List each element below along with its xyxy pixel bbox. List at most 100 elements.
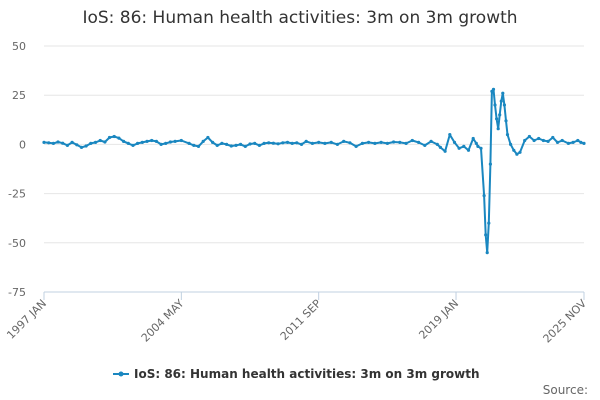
data-point: [576, 138, 580, 143]
data-point: [435, 142, 439, 146]
data-point: [474, 141, 478, 145]
data-point: [360, 141, 364, 145]
data-point: [505, 133, 510, 137]
y-tick-label: -50: [8, 237, 26, 250]
data-point: [262, 141, 266, 145]
data-point: [281, 141, 285, 145]
data-point: [79, 145, 84, 149]
data-point: [476, 144, 480, 148]
data-point: [484, 233, 488, 237]
legend[interactable]: IoS: 86: Human health activities: 3m on …: [113, 367, 480, 381]
data-point: [131, 143, 135, 147]
data-point: [398, 140, 402, 144]
data-point: [479, 146, 483, 150]
data-point: [192, 143, 196, 147]
data-point: [457, 146, 461, 150]
data-point: [498, 113, 502, 117]
y-axis-tick-labels: 50 25 0 -25 -50 -75: [8, 40, 26, 299]
data-point: [448, 133, 452, 137]
data-point: [271, 141, 275, 145]
data-point: [145, 139, 149, 143]
data-point: [243, 144, 247, 148]
data-point: [112, 134, 116, 139]
data-point: [496, 127, 500, 131]
data-point: [493, 103, 497, 107]
data-point: [555, 140, 560, 144]
data-point: [335, 142, 339, 146]
data-point: [42, 140, 46, 144]
data-point: [495, 117, 499, 121]
data-point: [276, 142, 280, 146]
x-tick-label: 2011 SEP: [278, 297, 324, 343]
data-point: [201, 139, 205, 143]
data-point: [159, 142, 163, 146]
data-point: [485, 251, 489, 255]
data-point: [140, 140, 144, 144]
data-point: [429, 139, 433, 143]
data-point: [342, 139, 346, 143]
data-point: [103, 140, 107, 144]
data-point: [239, 142, 243, 146]
data-point: [56, 140, 60, 144]
data-point: [488, 162, 492, 166]
data-point: [541, 138, 546, 143]
data-point: [515, 152, 519, 156]
data-point: [93, 140, 98, 144]
series-line: [43, 88, 585, 254]
data-point: [482, 194, 486, 198]
data-point: [491, 87, 496, 91]
data-point: [579, 140, 583, 144]
legend-dot-marker: [118, 371, 124, 377]
data-point: [173, 139, 177, 143]
data-point: [234, 143, 238, 147]
data-point: [206, 135, 210, 140]
data-point: [509, 142, 513, 146]
data-point: [518, 150, 522, 154]
data-point: [136, 141, 140, 145]
data-point: [499, 99, 503, 103]
data-point: [117, 136, 121, 140]
data-point: [51, 141, 56, 145]
data-point: [164, 141, 168, 145]
data-point: [84, 144, 88, 148]
data-point: [89, 141, 93, 145]
data-point: [417, 140, 421, 144]
data-point: [471, 136, 475, 141]
chart-title: IoS: 86: Human health activities: 3m on …: [82, 8, 518, 28]
y-tick-label: 25: [12, 89, 26, 102]
data-point: [392, 140, 396, 144]
data-point: [225, 142, 229, 146]
data-point: [107, 135, 112, 140]
data-point: [168, 140, 172, 144]
data-point: [438, 145, 442, 149]
x-tick-label: 1997 JAN: [4, 297, 49, 342]
data-point: [582, 141, 586, 145]
data-point: [466, 148, 471, 152]
data-point: [70, 140, 74, 144]
gridlines: [44, 45, 584, 244]
y-tick-label: -75: [8, 286, 26, 299]
data-point: [257, 143, 261, 147]
x-tick-label: 2019 JAN: [416, 297, 461, 342]
data-point: [211, 140, 215, 144]
data-point: [560, 138, 564, 143]
data-point: [122, 139, 126, 143]
data-point: [61, 141, 65, 145]
y-tick-label: 50: [12, 40, 26, 53]
data-point: [98, 138, 102, 143]
data-point: [299, 142, 304, 146]
data-point: [443, 149, 447, 153]
data-point: [410, 138, 414, 143]
legend-label: IoS: 86: Human health activities: 3m on …: [134, 367, 480, 381]
data-point: [373, 141, 377, 145]
data-point: [285, 140, 290, 144]
data-point: [187, 141, 191, 145]
data-point: [248, 142, 252, 146]
data-point: [348, 141, 352, 145]
data-series: [42, 87, 586, 255]
data-point: [229, 144, 233, 148]
data-point: [501, 91, 505, 95]
y-tick-label: -25: [8, 188, 26, 201]
data-point: [295, 141, 299, 145]
